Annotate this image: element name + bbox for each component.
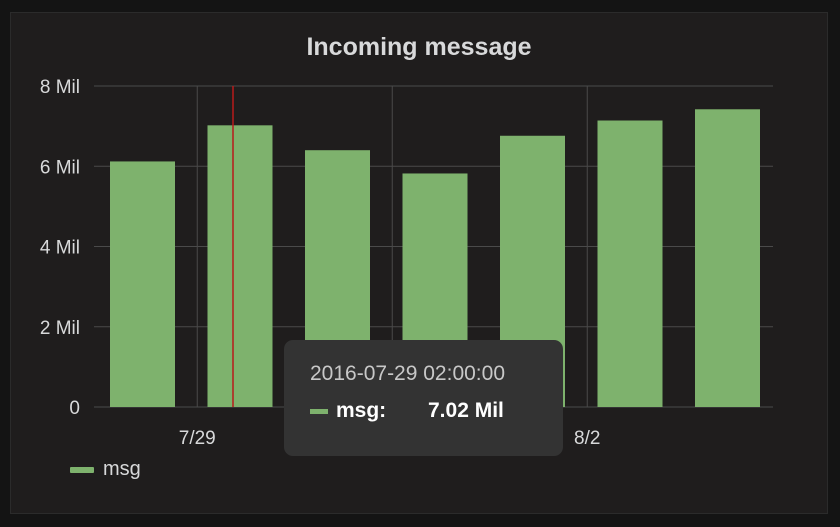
y-tick-label: 4 Mil bbox=[40, 238, 80, 259]
chart-title: Incoming message bbox=[306, 33, 532, 61]
legend-label-msg[interactable]: msg bbox=[103, 458, 141, 480]
y-tick-label: 2 Mil bbox=[40, 318, 80, 339]
bar bbox=[110, 161, 175, 407]
bar bbox=[597, 120, 663, 407]
x-tick-label: 7/29 bbox=[179, 428, 216, 449]
bar bbox=[207, 125, 273, 407]
tooltip-swatch bbox=[310, 408, 328, 414]
legend[interactable]: msg bbox=[70, 458, 141, 481]
tooltip-time: 2016-07-29 02:00:00 bbox=[310, 362, 505, 385]
tooltip-value: 7.02 Mil bbox=[428, 399, 504, 422]
y-tick-label: 8 Mil bbox=[40, 77, 80, 98]
x-tick-label: 8/2 bbox=[574, 428, 600, 449]
y-tick-label: 6 Mil bbox=[40, 157, 80, 178]
bar bbox=[695, 109, 760, 408]
tooltip-series-name: msg: bbox=[336, 399, 387, 422]
hover-tooltip: 2016-07-29 02:00:00 msg: 7.02 Mil bbox=[284, 340, 563, 456]
y-tick-label: 0 bbox=[69, 398, 80, 419]
tooltip-row: msg: 7.02 Mil bbox=[310, 399, 563, 423]
legend-swatch-msg bbox=[70, 466, 94, 473]
